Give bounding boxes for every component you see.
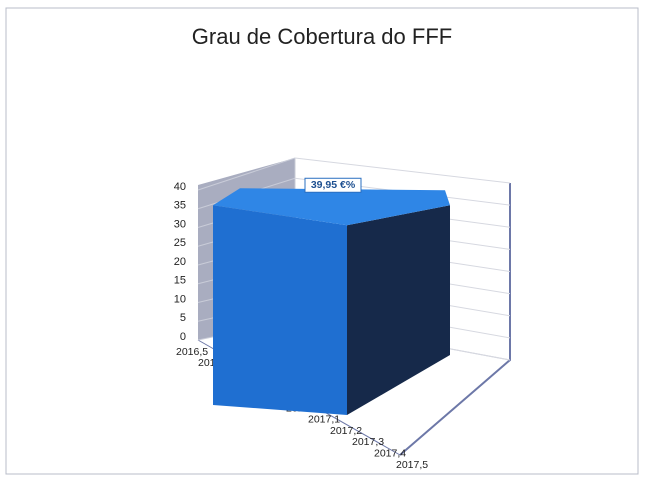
y-tick-label: 10 bbox=[174, 293, 186, 305]
y-tick-label: 0 bbox=[180, 331, 186, 343]
y-tick-label: 20 bbox=[174, 256, 186, 268]
y-tick-label: 25 bbox=[174, 237, 186, 249]
value-label-box bbox=[304, 177, 362, 193]
value-label: 39,95 €% bbox=[311, 179, 356, 191]
depth-tick-label: 2017,1 bbox=[308, 414, 340, 426]
bar bbox=[213, 188, 450, 415]
depth-tick-label: 2017,2 bbox=[330, 425, 362, 437]
depth-tick-label: 2016,5 bbox=[176, 346, 208, 358]
bar-top bbox=[213, 188, 450, 226]
y-tick-label: 15 bbox=[174, 275, 186, 287]
grid-line bbox=[197, 157, 296, 191]
depth-tick-label: 2017,3 bbox=[352, 436, 384, 448]
y-tick-label: 5 bbox=[180, 312, 186, 324]
bar-side bbox=[347, 205, 450, 415]
grid-line bbox=[294, 157, 511, 184]
y-tick-label: 35 bbox=[174, 200, 186, 212]
depth-tick-label: 2017,4 bbox=[374, 447, 406, 459]
y-tick-label: 40 bbox=[174, 181, 186, 193]
chart-title: Grau de Cobertura do FFF bbox=[192, 24, 452, 49]
y-tick-label: 30 bbox=[174, 218, 186, 230]
depth-tick-label: 2017,5 bbox=[396, 459, 428, 471]
bar-front bbox=[213, 205, 347, 415]
